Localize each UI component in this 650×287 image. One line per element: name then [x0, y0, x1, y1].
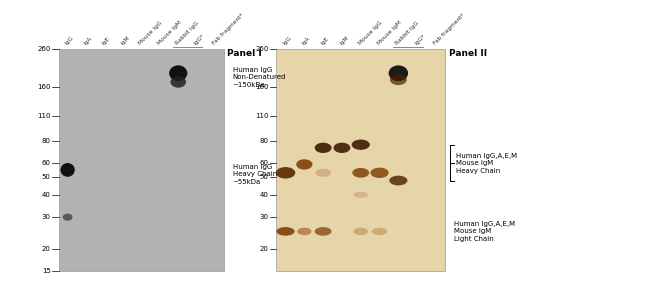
Text: IgE: IgE: [320, 36, 330, 46]
Ellipse shape: [315, 227, 332, 236]
Ellipse shape: [60, 163, 75, 177]
Bar: [58, 49, 224, 271]
Text: IgM: IgM: [339, 35, 350, 46]
Text: 30: 30: [259, 214, 268, 220]
Text: IgA: IgA: [301, 36, 311, 46]
Ellipse shape: [354, 228, 368, 235]
Bar: [276, 49, 445, 271]
Text: Fab fragment*: Fab fragment*: [212, 12, 245, 46]
Text: Mouse IgG: Mouse IgG: [138, 20, 164, 46]
Text: IgG*: IgG*: [413, 33, 426, 46]
Ellipse shape: [276, 227, 294, 236]
Text: Human IgG,A,E,M
Mouse IgM
Light Chain: Human IgG,A,E,M Mouse IgM Light Chain: [454, 221, 515, 242]
Text: 40: 40: [259, 192, 268, 198]
Ellipse shape: [296, 159, 313, 170]
Ellipse shape: [389, 176, 408, 185]
Text: 15: 15: [42, 268, 51, 274]
Text: IgA: IgA: [83, 36, 93, 46]
Text: 20: 20: [259, 246, 268, 252]
Ellipse shape: [390, 74, 407, 85]
Ellipse shape: [354, 192, 368, 198]
Text: 50: 50: [259, 174, 268, 180]
Ellipse shape: [315, 143, 332, 153]
Ellipse shape: [297, 228, 311, 235]
Text: 260: 260: [255, 46, 268, 52]
Ellipse shape: [370, 168, 389, 178]
Text: 110: 110: [255, 113, 268, 119]
Ellipse shape: [276, 167, 295, 179]
Text: Mouse IgM: Mouse IgM: [156, 20, 183, 46]
Text: 160: 160: [255, 84, 268, 90]
Text: Fab fragment*: Fab fragment*: [432, 12, 466, 46]
Ellipse shape: [170, 76, 186, 88]
Text: Panel I: Panel I: [227, 49, 262, 58]
Text: IgE: IgE: [101, 36, 111, 46]
Text: 40: 40: [42, 192, 51, 198]
Text: Mouse IgM: Mouse IgM: [376, 20, 402, 46]
Text: IgG: IgG: [64, 35, 75, 46]
Ellipse shape: [352, 139, 370, 150]
Text: Human IgG
Heavy Chain
~55kDa: Human IgG Heavy Chain ~55kDa: [233, 164, 277, 185]
Text: IgM: IgM: [120, 35, 131, 46]
Text: 60: 60: [42, 160, 51, 166]
Ellipse shape: [389, 65, 408, 81]
Text: 30: 30: [42, 214, 51, 220]
Ellipse shape: [372, 228, 387, 235]
Ellipse shape: [169, 65, 187, 81]
Text: IgG*: IgG*: [193, 33, 206, 46]
Text: 80: 80: [259, 138, 268, 144]
Text: 160: 160: [37, 84, 51, 90]
Text: 60: 60: [259, 160, 268, 166]
Text: Panel II: Panel II: [448, 49, 487, 58]
Text: Human IgG
Non-Denatured
~150kDa: Human IgG Non-Denatured ~150kDa: [233, 67, 286, 88]
Ellipse shape: [315, 169, 331, 177]
Text: Mouse IgG: Mouse IgG: [358, 20, 383, 46]
Text: 20: 20: [42, 246, 51, 252]
Text: Rabbit IgG: Rabbit IgG: [175, 20, 200, 46]
Ellipse shape: [63, 214, 73, 221]
Text: Rabbit IgG: Rabbit IgG: [395, 20, 421, 46]
Text: Human IgG,A,E,M
Mouse IgM
Heavy Chain: Human IgG,A,E,M Mouse IgM Heavy Chain: [456, 153, 517, 174]
Text: 80: 80: [42, 138, 51, 144]
Text: 110: 110: [37, 113, 51, 119]
Text: IgG: IgG: [282, 35, 293, 46]
Ellipse shape: [352, 168, 369, 178]
Text: 50: 50: [42, 174, 51, 180]
Text: 260: 260: [37, 46, 51, 52]
Ellipse shape: [333, 143, 350, 153]
